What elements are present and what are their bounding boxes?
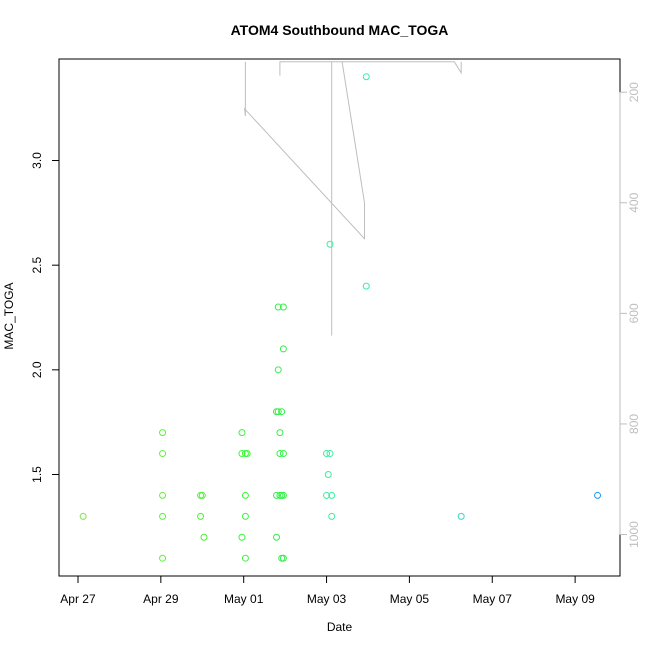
x-tick-label: May 05 — [390, 592, 430, 606]
data-point — [241, 554, 249, 562]
scatter-points — [79, 73, 602, 562]
data-point — [238, 450, 246, 458]
data-point — [328, 512, 336, 520]
data-point — [79, 512, 87, 520]
data-point — [238, 533, 246, 541]
y2-tick-label: 200 — [627, 82, 641, 102]
secondary-series-line — [243, 61, 462, 336]
x-tick-label: Apr 27 — [60, 592, 96, 606]
data-point — [362, 282, 370, 290]
data-point — [274, 408, 282, 416]
y2-tick-label: 800 — [627, 414, 641, 434]
data-point — [159, 450, 167, 458]
secondary-series — [243, 61, 462, 336]
x-tick-label: May 07 — [473, 592, 513, 606]
data-point — [274, 366, 282, 374]
data-point — [159, 491, 167, 499]
data-point — [324, 470, 332, 478]
data-point — [279, 450, 287, 458]
data-point — [276, 450, 284, 458]
data-point — [323, 450, 331, 458]
x-axis-label: Date — [327, 620, 353, 634]
y-tick-label: 2.0 — [30, 361, 44, 378]
data-point — [200, 533, 208, 541]
data-point — [159, 429, 167, 437]
y2-tick-label: 400 — [627, 192, 641, 212]
data-point — [326, 240, 334, 248]
y2-tick-label: 1000 — [627, 521, 641, 548]
data-point — [274, 303, 282, 311]
data-point — [272, 533, 280, 541]
y-tick-label: 3.0 — [30, 152, 44, 169]
data-point — [594, 491, 602, 499]
data-point — [279, 491, 287, 499]
data-point — [159, 512, 167, 520]
secondary-y-axis: 200 400 600 800 1000 — [619, 82, 641, 548]
data-point — [278, 408, 286, 416]
y2-tick-label: 600 — [627, 303, 641, 323]
y-tick-label: 1.5 — [30, 466, 44, 483]
x-tick-label: May 09 — [555, 592, 595, 606]
data-point — [279, 345, 287, 353]
data-point — [238, 429, 246, 437]
data-point — [279, 554, 287, 562]
data-point — [241, 491, 249, 499]
data-point — [328, 491, 336, 499]
data-point — [323, 491, 331, 499]
data-point — [197, 512, 205, 520]
data-point — [362, 73, 370, 81]
x-tick-label: Apr 29 — [143, 592, 179, 606]
x-tick-label: May 03 — [307, 592, 347, 606]
data-point — [159, 554, 167, 562]
y-axis-label: MAC_TOGA — [2, 282, 16, 349]
chart-title: ATOM4 Southbound MAC_TOGA — [231, 22, 449, 38]
plot-frame — [58, 58, 621, 577]
data-point — [276, 429, 284, 437]
x-axis: Apr 27 Apr 29 May 01 May 03 May 05 May 07 May … — [60, 575, 595, 606]
data-point — [457, 512, 465, 520]
data-point — [198, 491, 206, 499]
data-point — [243, 450, 251, 458]
data-point — [279, 303, 287, 311]
y-axis: 1.5 2.0 2.5 3.0 — [30, 152, 60, 483]
data-point — [326, 450, 334, 458]
data-point — [272, 491, 280, 499]
y-tick-label: 2.5 — [30, 257, 44, 274]
x-tick-label: May 01 — [224, 592, 264, 606]
data-point — [241, 512, 249, 520]
